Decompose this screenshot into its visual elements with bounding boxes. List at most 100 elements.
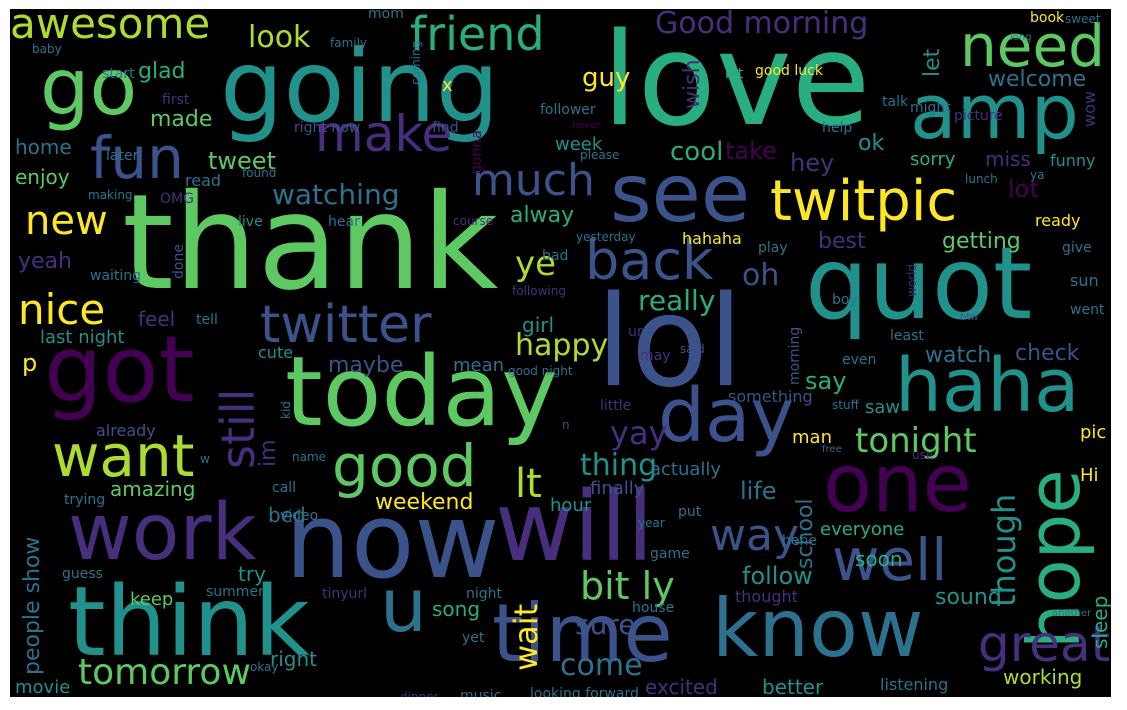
word: yet bbox=[462, 630, 485, 646]
word: know bbox=[712, 582, 924, 675]
word: way bbox=[710, 510, 799, 561]
word: amazing bbox=[110, 477, 196, 501]
word: found bbox=[242, 166, 277, 180]
word: video bbox=[280, 508, 319, 524]
word: help bbox=[822, 120, 853, 136]
word: nice bbox=[18, 285, 106, 334]
word: stuff bbox=[832, 398, 859, 412]
word: girl bbox=[522, 313, 555, 337]
word: kid bbox=[279, 401, 293, 419]
word: free bbox=[822, 444, 842, 455]
word: bed bbox=[268, 503, 306, 527]
word: great bbox=[978, 615, 1111, 673]
word: actually bbox=[650, 459, 722, 480]
word: song bbox=[432, 597, 481, 621]
word: picture bbox=[954, 108, 1003, 124]
word: got bbox=[44, 316, 195, 423]
word: bit ly bbox=[580, 564, 675, 608]
word: ya bbox=[1030, 168, 1045, 182]
word: trying bbox=[64, 492, 106, 508]
word: feel bbox=[138, 307, 176, 331]
word: made bbox=[150, 107, 213, 132]
word: year bbox=[638, 516, 665, 530]
word: check bbox=[1015, 341, 1080, 366]
word: bit bbox=[725, 66, 744, 82]
word: OMG bbox=[160, 191, 194, 207]
word: lol bbox=[596, 268, 744, 415]
word: hear bbox=[328, 214, 360, 230]
word: ready bbox=[1035, 211, 1081, 230]
word: w bbox=[200, 452, 210, 466]
word: still bbox=[211, 388, 265, 469]
word: lot bbox=[1008, 175, 1039, 203]
word: try bbox=[238, 562, 266, 586]
word: baby bbox=[32, 42, 62, 56]
word: tweet bbox=[208, 147, 276, 175]
word: good bbox=[332, 432, 477, 500]
word: wish bbox=[680, 59, 705, 109]
word: amp bbox=[910, 67, 1079, 156]
word: will bbox=[495, 471, 654, 583]
word: music bbox=[460, 688, 502, 697]
word: following bbox=[512, 284, 566, 298]
word: weekend bbox=[375, 490, 474, 515]
word: saw bbox=[865, 397, 901, 418]
word: look bbox=[248, 20, 311, 55]
word: twitter bbox=[260, 295, 432, 355]
word: work bbox=[68, 488, 257, 578]
word: sound bbox=[935, 585, 1002, 610]
word: back bbox=[585, 229, 714, 292]
word: yay bbox=[610, 414, 668, 452]
word: first bbox=[162, 92, 190, 108]
word: mom bbox=[368, 9, 404, 22]
word: game bbox=[650, 546, 690, 562]
word: give bbox=[1062, 240, 1092, 256]
word: tell bbox=[196, 312, 218, 328]
word: lt bbox=[515, 461, 542, 507]
word: funny bbox=[1050, 151, 1096, 170]
word: welcome bbox=[988, 67, 1087, 92]
word: guess bbox=[62, 566, 103, 582]
word: later bbox=[106, 148, 139, 164]
word: another bbox=[1052, 608, 1092, 619]
word: happy bbox=[515, 328, 609, 363]
word: btw bbox=[960, 312, 979, 323]
word: course bbox=[453, 214, 494, 228]
word: put bbox=[678, 504, 702, 520]
word: read bbox=[185, 171, 222, 190]
word: tomorrow bbox=[78, 652, 251, 693]
word: movie bbox=[15, 677, 71, 697]
word: miss bbox=[985, 147, 1031, 171]
word: thank bbox=[122, 166, 499, 320]
word: home bbox=[15, 135, 72, 159]
word: ur bbox=[628, 324, 643, 340]
word: tonight bbox=[855, 421, 977, 461]
word: better bbox=[762, 675, 824, 697]
word: fun bbox=[90, 124, 184, 192]
word: looking forward bbox=[530, 686, 639, 697]
word: oh bbox=[742, 258, 780, 293]
word: yesterday bbox=[576, 230, 636, 244]
word: hey bbox=[790, 149, 835, 177]
word: last night bbox=[40, 327, 125, 348]
word: please bbox=[580, 148, 620, 162]
word: one bbox=[823, 437, 972, 530]
word: good luck bbox=[755, 63, 823, 79]
word: week bbox=[555, 134, 603, 155]
word: haha bbox=[895, 343, 1080, 429]
word: house bbox=[632, 600, 675, 616]
word: keep bbox=[130, 589, 174, 610]
word: thought bbox=[735, 587, 798, 606]
word: im bbox=[256, 439, 281, 467]
word: now bbox=[285, 480, 500, 602]
word: call bbox=[272, 480, 297, 496]
word: lunch bbox=[965, 172, 998, 186]
word: went bbox=[1070, 302, 1105, 318]
word: watching bbox=[272, 178, 400, 211]
word: guy bbox=[582, 63, 631, 93]
word: live bbox=[238, 214, 263, 230]
word: good night bbox=[508, 364, 573, 378]
word: pic bbox=[1080, 422, 1107, 443]
word: hour bbox=[550, 495, 592, 516]
word: u bbox=[380, 563, 427, 649]
